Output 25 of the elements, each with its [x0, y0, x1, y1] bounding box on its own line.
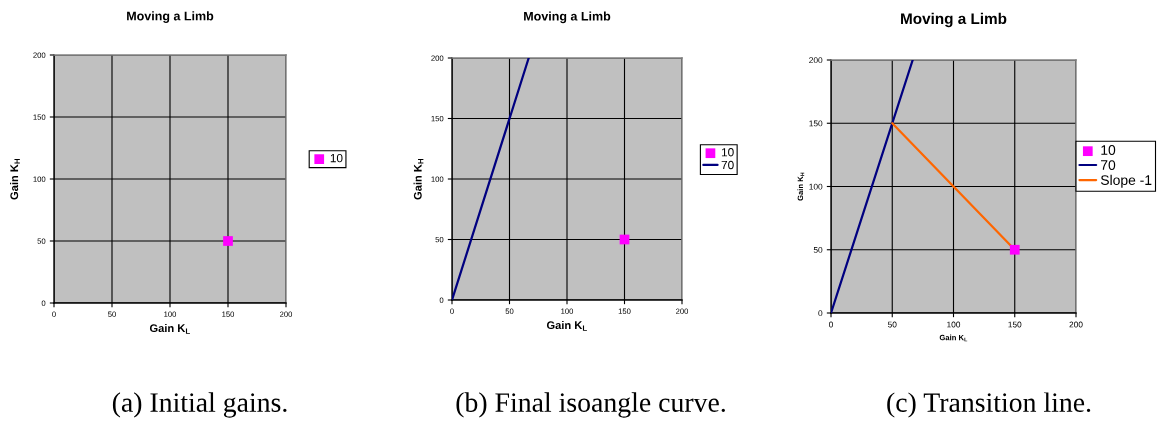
x-tick-label: 200: [1069, 321, 1083, 328]
text: (b) Final isoangle curve.: [456, 392, 725, 418]
legend-label: 70: [1101, 160, 1116, 170]
legend-label: 10: [721, 148, 734, 157]
x-axis-title: Gain K$_{L}$: [546, 320, 587, 331]
x-tick-label: 0: [829, 321, 833, 328]
x-tick-label: 50: [887, 321, 897, 328]
chart-title: Moving a Limb: [524, 11, 611, 24]
x-tick-label: 100: [947, 321, 961, 328]
x-tick-label: 150: [1008, 321, 1022, 328]
legend-label: Slope -1: [1100, 174, 1152, 188]
y-axis-title: Gain K$_{H}$: [10, 158, 20, 200]
legend-label: 10: [1101, 145, 1116, 155]
y-tick-label: 150: [809, 120, 823, 127]
y-tick-label: 100: [809, 183, 823, 190]
x-axis-title: Gain K$_{L}$: [149, 323, 190, 334]
legend-label: 70: [721, 160, 734, 170]
chart-title: Moving a Limb: [901, 12, 1007, 28]
legend-label: 10: [330, 153, 343, 163]
text: (c) Transition line.: [887, 392, 1091, 418]
chart-title: Moving a Limb: [127, 11, 214, 23]
y-axis-title: Gain K$_{H}$: [413, 158, 424, 200]
y-tick-label: 200: [809, 57, 823, 64]
text: (a) Initial gains.: [112, 392, 287, 418]
y-tick-label: 50: [813, 246, 823, 253]
